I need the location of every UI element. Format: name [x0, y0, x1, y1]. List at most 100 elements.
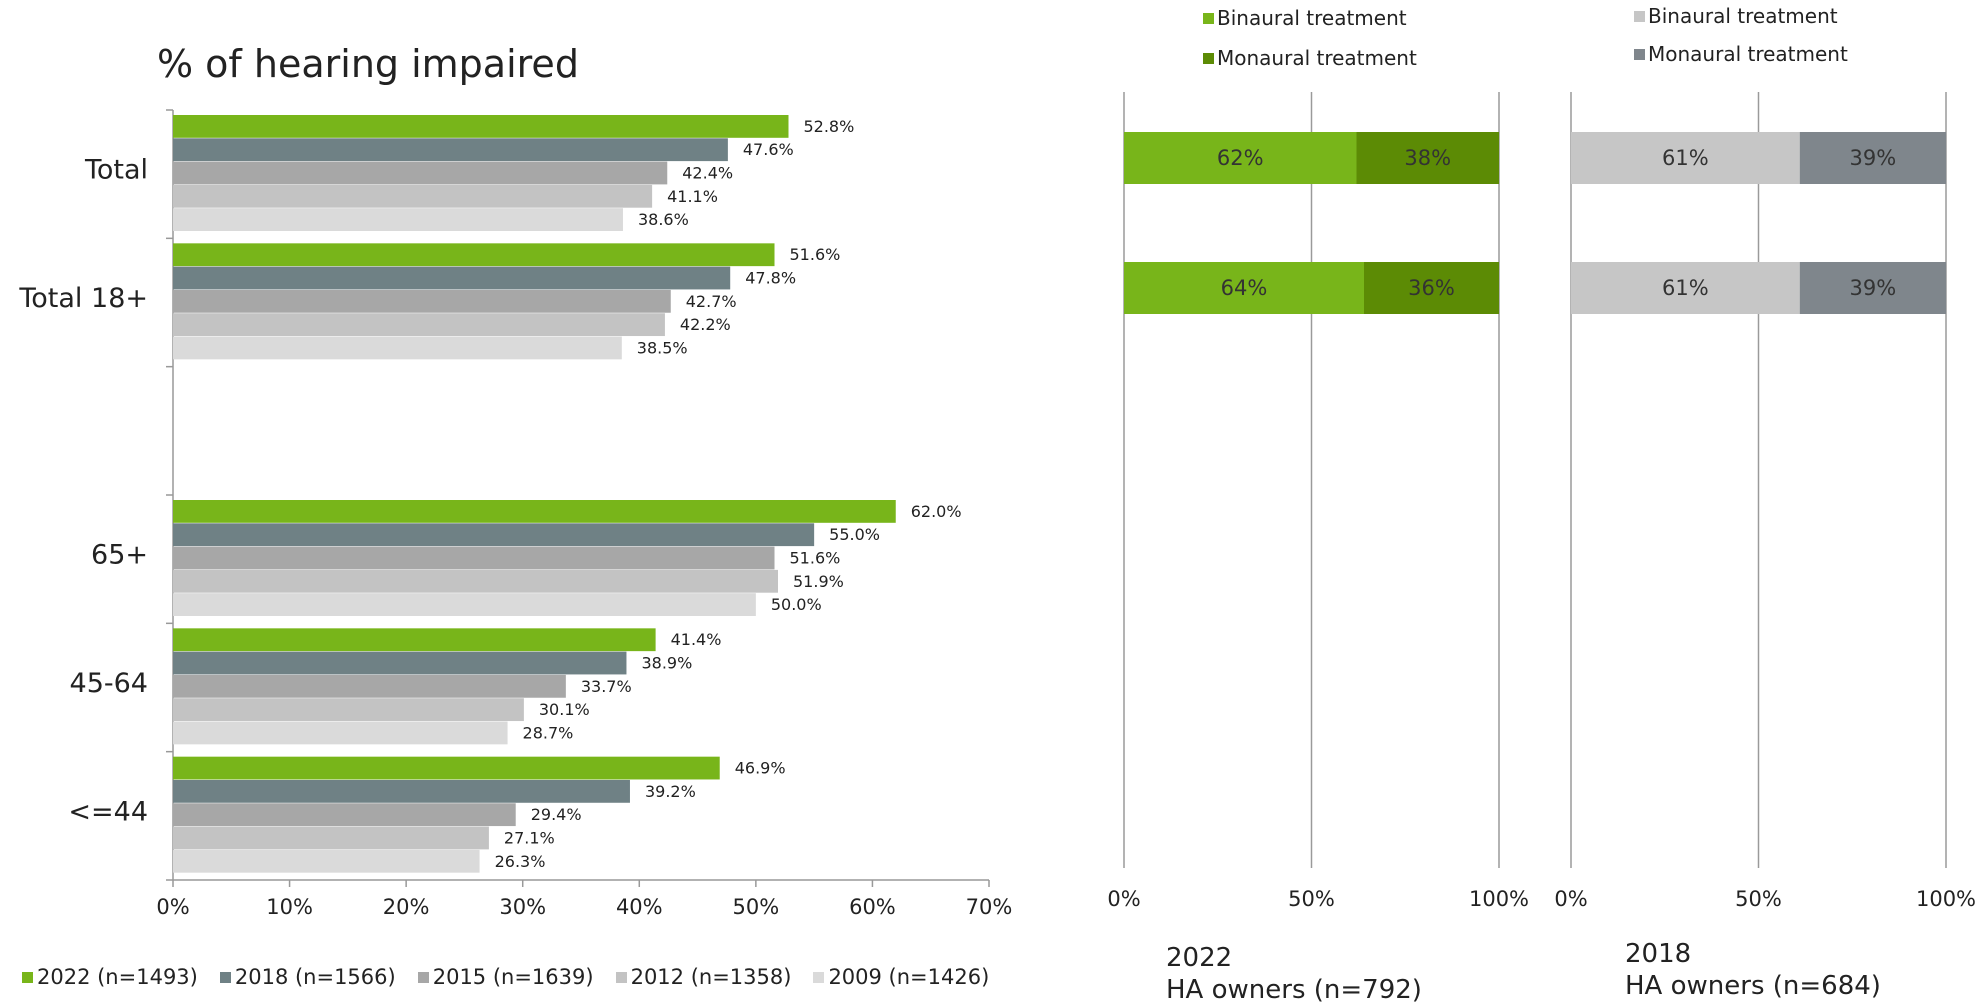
bar [173, 289, 671, 313]
bar-value-label: 62% [1217, 146, 1264, 170]
legend-binaural-2022: Binaural treatment [1203, 6, 1407, 30]
caption-group: HA owners (n=684) [1625, 971, 1881, 1001]
legend-binaural-2018: Binaural treatment [1634, 4, 1838, 28]
bar [173, 138, 728, 162]
caption-2022: 2022 HA owners (n=792) [1166, 942, 1422, 1006]
bar [173, 184, 653, 208]
bar-value-label: 38.6% [638, 210, 689, 229]
bar-value-label: 42.7% [686, 292, 737, 311]
bar-value-label: 41.4% [671, 630, 722, 649]
bar-value-label: 38.9% [641, 654, 692, 673]
x-tick-label: 0% [1554, 887, 1587, 911]
bar [173, 313, 665, 337]
x-tick-label: 70% [966, 895, 1013, 919]
legend-label: 2022 (n=1493) [37, 965, 198, 989]
bar-value-label: 36% [1408, 276, 1455, 300]
category-label: <=44 [68, 796, 148, 827]
category-label: 45-64 [70, 668, 148, 699]
legend-label: Binaural treatment [1217, 6, 1407, 30]
legend-swatch [417, 971, 429, 983]
bar [173, 698, 524, 722]
legend-label: 2009 (n=1426) [828, 965, 990, 989]
legend-label: 2012 (n=1358) [630, 965, 792, 989]
bar-value-label: 30.1% [539, 700, 590, 719]
bar [173, 546, 775, 570]
stacked-bar-monaural [1356, 132, 1499, 184]
caption-2018: 2018 HA owners (n=684) [1625, 938, 1881, 1002]
legend-item-2018: 2018 (n=1566) [219, 965, 396, 989]
stacked-bar-binaural [1571, 262, 1800, 314]
category-label: Total 18+ [18, 283, 148, 314]
bar [173, 523, 815, 547]
bar [173, 500, 896, 523]
caption-year: 2022 [1166, 943, 1233, 973]
bar-value-label: 61% [1662, 276, 1709, 300]
stacked-bar-monaural [1799, 262, 1946, 314]
x-tick-label: 100% [1469, 887, 1529, 911]
bar [173, 756, 720, 780]
legend-item-2015: 2015 (n=1639) [417, 965, 594, 989]
legend-monaural-2018: Monaural treatment [1634, 42, 1848, 66]
x-tick-label: 30% [499, 895, 546, 919]
bar [173, 779, 630, 803]
bar-value-label: 38.5% [637, 338, 688, 357]
caption-year: 2018 [1625, 939, 1692, 969]
legend-label: Monaural treatment [1217, 46, 1417, 70]
x-tick-label: 50% [733, 895, 780, 919]
bar [173, 161, 668, 185]
bar-value-label: 41.1% [667, 187, 718, 206]
bar [173, 266, 731, 290]
bar-value-label: 46.9% [735, 759, 786, 778]
bar [173, 628, 656, 652]
bar [173, 336, 622, 360]
bar-value-label: 55.0% [829, 525, 880, 544]
bar-value-label: 39% [1850, 276, 1897, 300]
legend-label: 2018 (n=1566) [234, 965, 396, 989]
legend-swatch [813, 971, 825, 983]
bar-value-label: 27.1% [504, 828, 555, 847]
bar [173, 651, 627, 675]
bar [173, 593, 756, 616]
bar [173, 115, 789, 138]
x-tick-label: 0% [156, 895, 189, 919]
bar [173, 569, 779, 593]
bar-value-label: 47.6% [743, 140, 794, 159]
bar-value-label: 50.0% [771, 595, 822, 614]
bar [173, 849, 480, 873]
x-tick-label: 0% [1107, 887, 1140, 911]
legend-item-2012: 2012 (n=1358) [615, 965, 792, 989]
category-label: Total [84, 155, 148, 186]
x-tick-label: 50% [1735, 887, 1782, 911]
bar-value-label: 51.9% [793, 572, 844, 591]
bar-value-label: 64% [1221, 276, 1268, 300]
legend-label: Monaural treatment [1648, 42, 1848, 66]
bar-value-label: 42.4% [682, 164, 733, 183]
bar [173, 243, 775, 267]
x-tick-label: 10% [266, 895, 313, 919]
x-tick-label: 50% [1288, 887, 1335, 911]
legend-swatch [22, 971, 33, 983]
bar [173, 826, 489, 850]
category-label: 65+ [91, 540, 148, 571]
bar-value-label: 39.2% [645, 782, 696, 801]
bar-value-label: 61% [1662, 146, 1709, 170]
bar [173, 674, 566, 698]
x-tick-label: 60% [849, 895, 896, 919]
page-title: % of hearing impaired [157, 42, 579, 86]
legend-swatch [615, 971, 627, 983]
stacked-bar-binaural [1124, 132, 1357, 184]
bar-value-label: 42.2% [680, 315, 731, 334]
legend-item-2022: 2022 (n=1493) [22, 965, 198, 989]
x-tick-label: 20% [383, 895, 430, 919]
bar-value-label: 33.7% [581, 677, 632, 696]
bar-value-label: 51.6% [790, 549, 841, 568]
bar-value-label: 26.3% [495, 852, 546, 871]
x-tick-label: 40% [616, 895, 663, 919]
legend-label: 2015 (n=1639) [432, 965, 594, 989]
legend-swatch [1634, 10, 1645, 22]
stacked-bar-monaural [1364, 262, 1499, 314]
bar-value-label: 39% [1850, 146, 1897, 170]
caption-group: HA owners (n=792) [1166, 975, 1422, 1005]
